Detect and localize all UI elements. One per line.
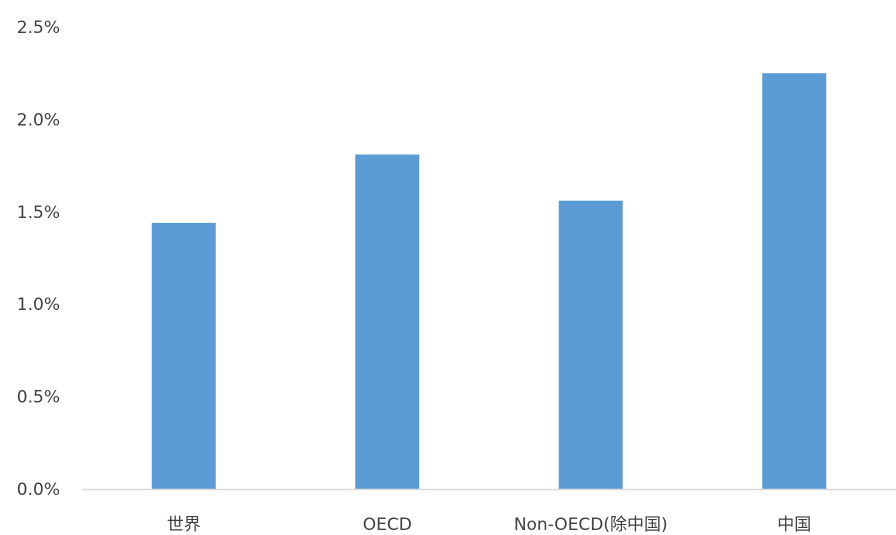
- y-tick-label: 2.0%: [17, 110, 60, 130]
- x-tick-label: 中国: [777, 515, 811, 535]
- y-tick-label: 2.5%: [17, 18, 60, 38]
- bar: [762, 73, 827, 489]
- x-axis-labels: 世界 OECD Non-OECD(除中国) 中国: [167, 515, 812, 535]
- x-tick-label: 世界: [167, 515, 201, 535]
- y-tick-label: 0.5%: [17, 388, 60, 408]
- y-tick-label: 0.0%: [17, 480, 60, 500]
- y-tick-label: 1.5%: [17, 203, 60, 223]
- bars: [151, 73, 827, 489]
- x-tick-label: OECD: [363, 515, 412, 535]
- bar: [355, 154, 420, 489]
- y-tick-label: 1.0%: [17, 295, 60, 315]
- x-tick-label: Non-OECD(除中国): [514, 515, 668, 535]
- bar: [151, 222, 216, 489]
- y-axis-ticks: 0.0% 0.5% 1.0% 1.5% 2.0% 2.5%: [17, 18, 60, 500]
- bar: [558, 200, 623, 489]
